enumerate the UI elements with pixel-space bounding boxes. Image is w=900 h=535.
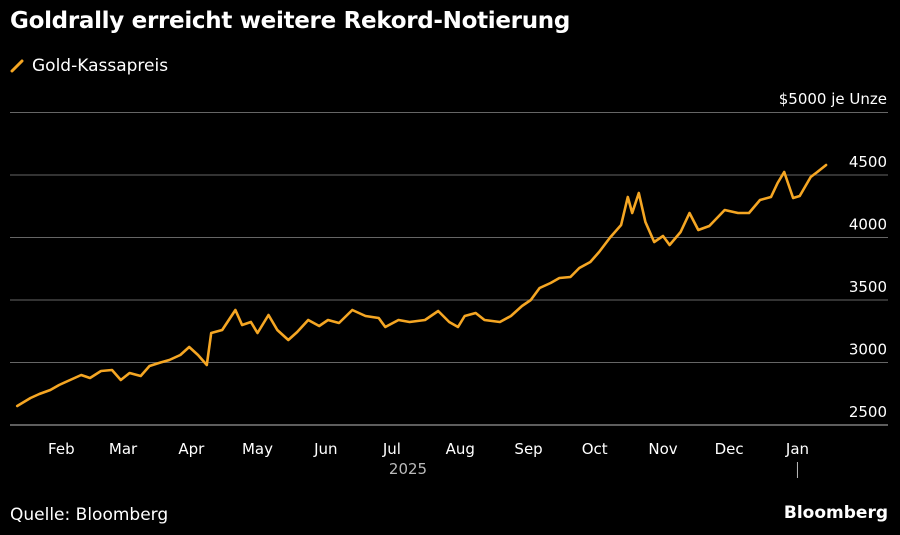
source-note: Quelle: Bloomberg: [10, 505, 169, 525]
bloomberg-logo: Bloomberg: [783, 503, 888, 523]
x-tick-label: Dec: [715, 440, 744, 458]
legend-label: Gold-Kassapreis: [32, 56, 169, 76]
series-line-gold-kassapreis: [15, 163, 828, 408]
x-tick-label: May: [242, 440, 273, 458]
y-unit-label: $5000 je Unze: [779, 90, 887, 108]
y-tick-label: 4500: [849, 153, 887, 171]
x-tick-label: Aug: [446, 440, 475, 458]
x-tick-label: Apr: [178, 440, 205, 458]
legend: Gold-Kassapreis: [10, 56, 168, 76]
year-label: 2025: [389, 460, 427, 478]
x-tick-label: Nov: [648, 440, 677, 458]
y-tick-label: 4000: [849, 216, 887, 234]
x-tick-label: Sep: [514, 440, 542, 458]
x-tick-label: Feb: [48, 440, 75, 458]
x-tick-label: Jan: [785, 440, 809, 458]
y-tick-label: 3500: [849, 278, 887, 296]
y-tick-label: 2500: [849, 403, 887, 421]
legend-line-icon: [10, 59, 24, 73]
x-tick-label: Mar: [109, 440, 138, 458]
chart-title: Goldrally erreicht weitere Rekord-Notier…: [10, 8, 571, 34]
x-tick-label: Jun: [313, 440, 337, 458]
x-tick-label: Oct: [582, 440, 608, 458]
x-tick-label: Jul: [382, 440, 401, 458]
y-tick-label: 3000: [849, 341, 887, 359]
